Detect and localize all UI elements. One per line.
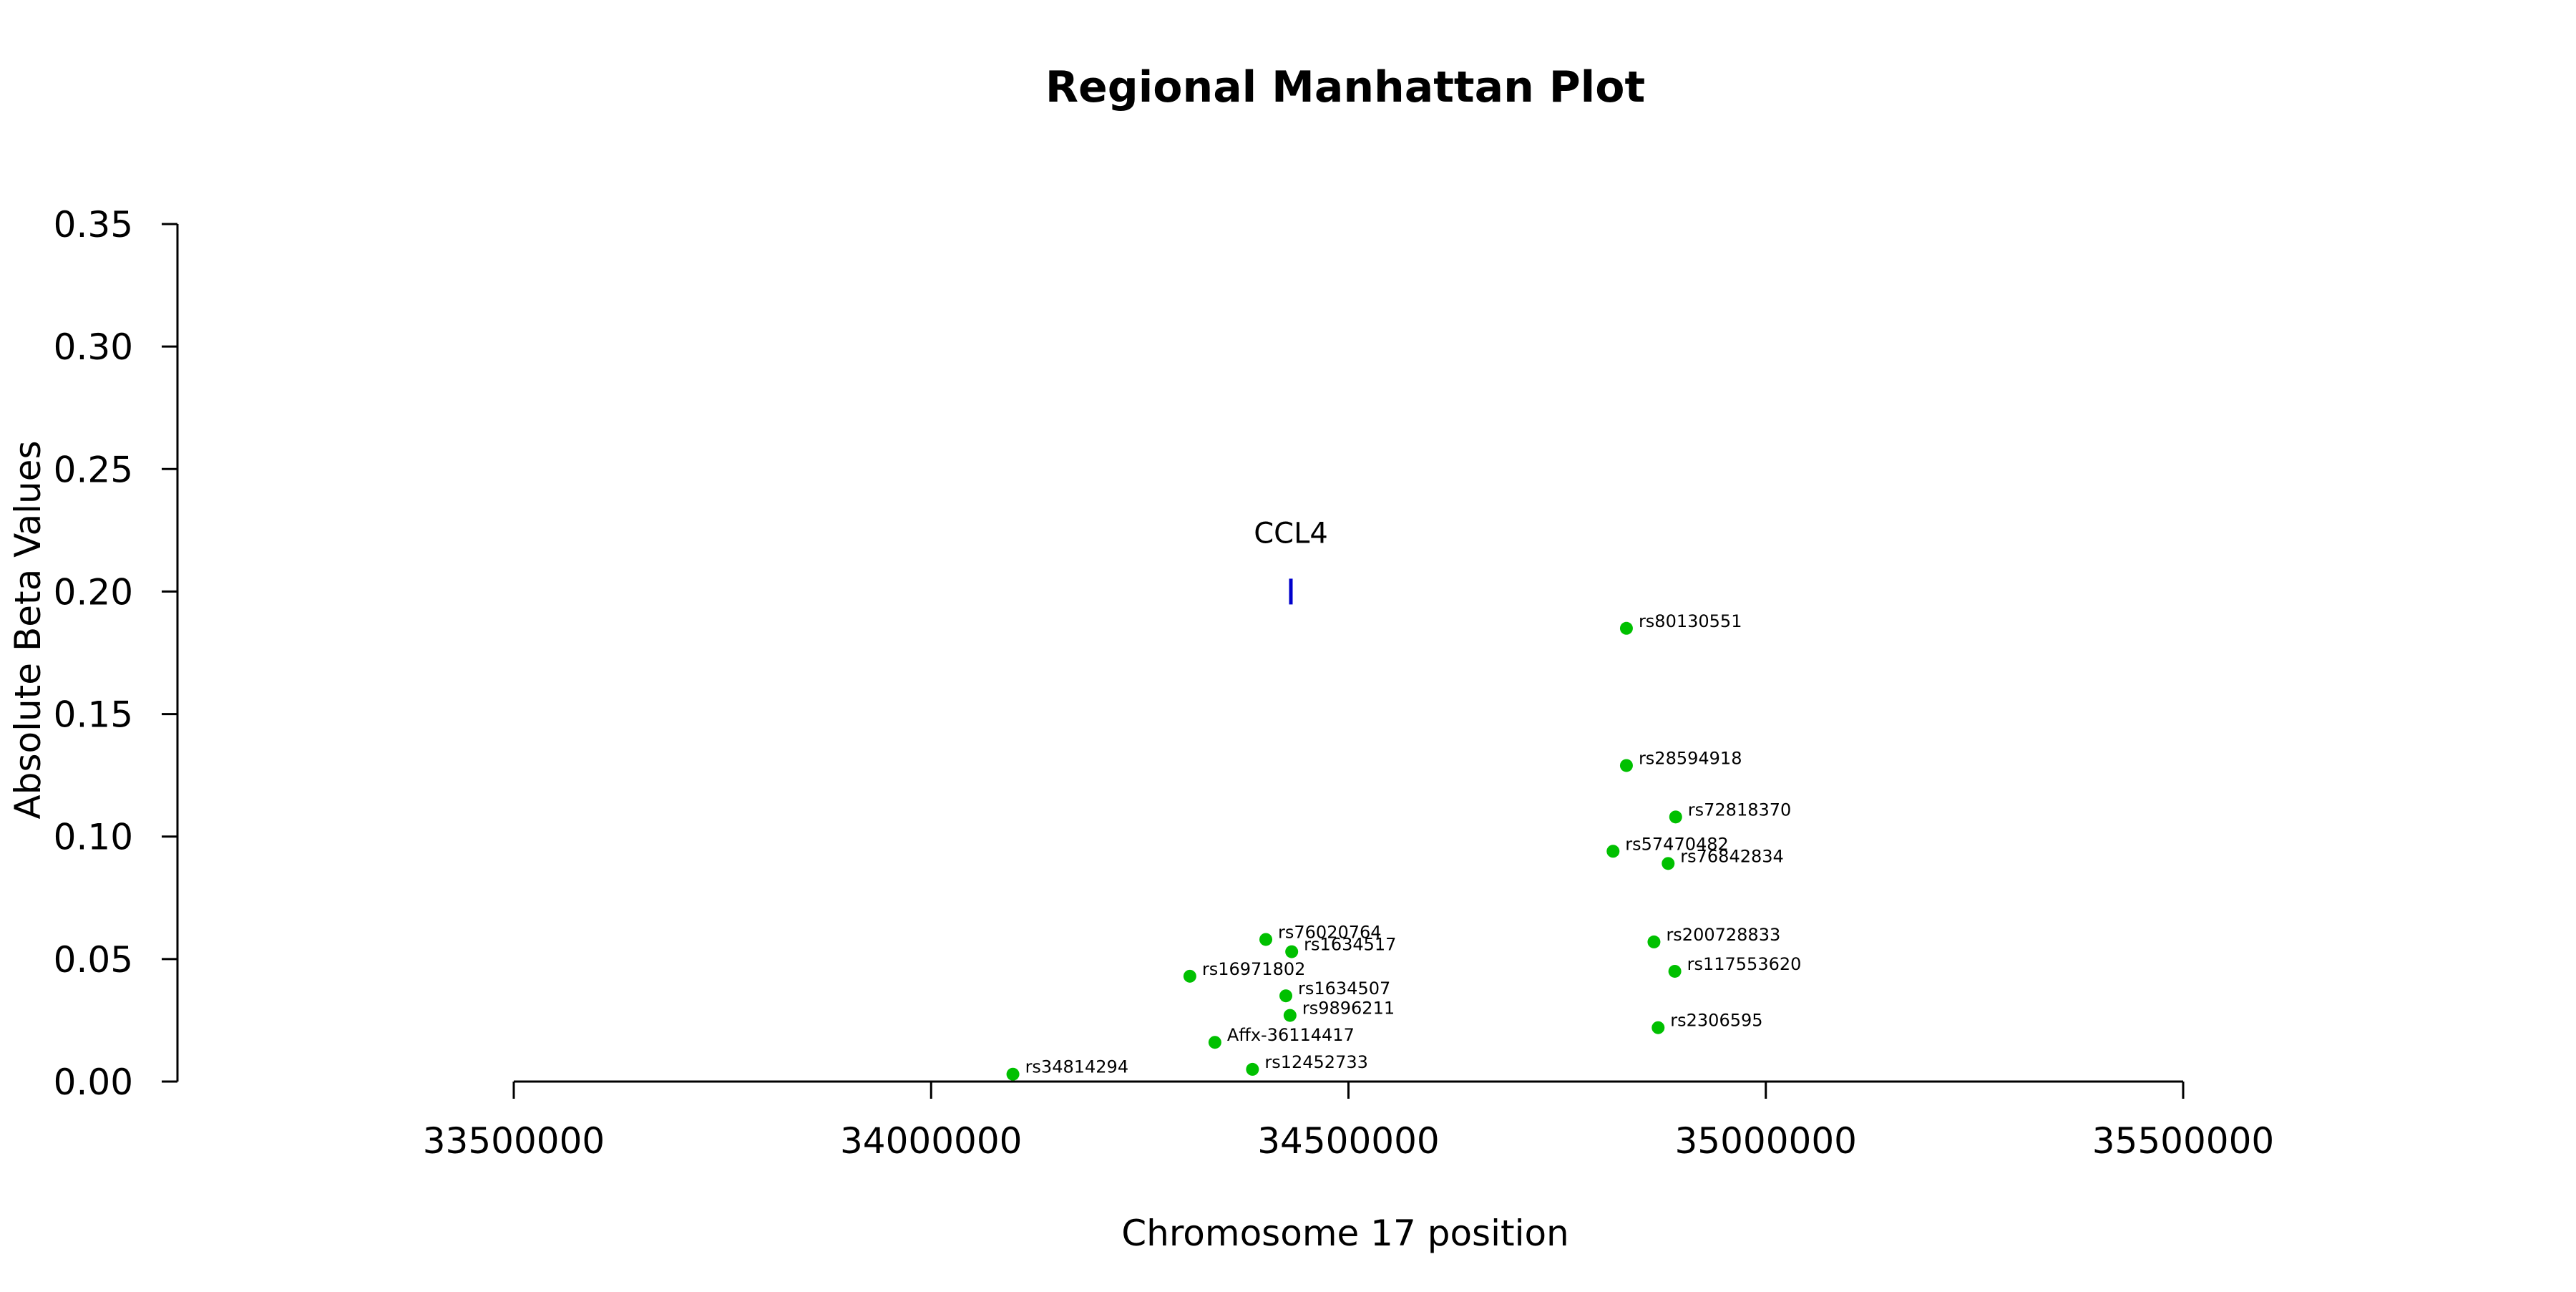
- data-point-label: rs1634517: [1304, 935, 1396, 955]
- x-tick-label: 35500000: [2092, 1120, 2275, 1162]
- y-axis-ticks: 0.00 0.05 0.10 0.15 0.20 0.25 0.30 0.35: [54, 204, 177, 1103]
- data-point-label: rs80130551: [1639, 611, 1742, 631]
- y-tick-label: 0.10: [54, 817, 133, 858]
- data-point: [1208, 1036, 1221, 1049]
- data-point: [1669, 810, 1682, 824]
- data-point: [1662, 857, 1675, 870]
- y-tick-label: 0.05: [54, 939, 133, 981]
- data-point-label: rs76020764: [1278, 922, 1382, 942]
- x-tick-label: 33500000: [423, 1120, 605, 1162]
- data-point-label: rs57470482: [1625, 834, 1729, 854]
- y-tick-label: 0.30: [54, 326, 133, 368]
- data-point: [1285, 945, 1299, 958]
- data-point-label: rs72818370: [1688, 800, 1792, 820]
- data-point-label: rs28594918: [1639, 748, 1742, 768]
- data-point: [1647, 935, 1661, 948]
- y-tick-label: 0.15: [54, 694, 133, 736]
- data-point-label: rs9896211: [1302, 999, 1395, 1019]
- data-point: [1279, 989, 1293, 1003]
- data-points-layer: rs80130551 rs28594918 rs72818370 rs57470482…: [1006, 611, 1802, 1081]
- data-point-label: rs12452733: [1264, 1052, 1368, 1072]
- data-point-label: rs117553620: [1687, 954, 1802, 974]
- data-point-label: rs1634507: [1298, 978, 1390, 999]
- data-point-label: rs34814294: [1025, 1057, 1129, 1077]
- data-point: [1668, 964, 1682, 978]
- data-point-label: rs16971802: [1202, 959, 1306, 979]
- x-tick-label: 35000000: [1675, 1120, 1858, 1162]
- x-axis-label: Chromosome 17 position: [1121, 1213, 1569, 1254]
- data-point: [1246, 1062, 1259, 1076]
- y-tick-label: 0.20: [54, 571, 133, 613]
- data-point: [1652, 1021, 1665, 1034]
- data-point-label: rs200728833: [1666, 925, 1780, 945]
- y-tick-label: 0.35: [54, 204, 133, 246]
- y-axis-label: Absolute Beta Values: [7, 441, 49, 820]
- data-point: [1619, 621, 1633, 635]
- data-point: [1183, 969, 1196, 983]
- y-tick-label: 0.00: [54, 1062, 133, 1103]
- data-point-label: rs76842834: [1680, 846, 1784, 866]
- x-axis-ticks: 33500000 34000000 34500000 35000000 35500000: [423, 1082, 2275, 1162]
- data-point: [1606, 845, 1620, 858]
- data-point: [1619, 759, 1633, 772]
- data-point: [1006, 1067, 1020, 1081]
- data-point: [1259, 933, 1273, 946]
- x-tick-label: 34500000: [1257, 1120, 1440, 1162]
- data-point-label: Affx-36114417: [1227, 1025, 1355, 1045]
- gene-label: CCL4: [1254, 517, 1328, 550]
- y-tick-label: 0.25: [54, 449, 133, 490]
- x-tick-label: 34000000: [840, 1120, 1023, 1162]
- chart-title: Regional Manhattan Plot: [1045, 62, 1645, 112]
- data-point-label: rs2306595: [1670, 1011, 1762, 1031]
- data-point: [1283, 1009, 1297, 1022]
- gene-marker-layer: CCL4: [1254, 517, 1328, 605]
